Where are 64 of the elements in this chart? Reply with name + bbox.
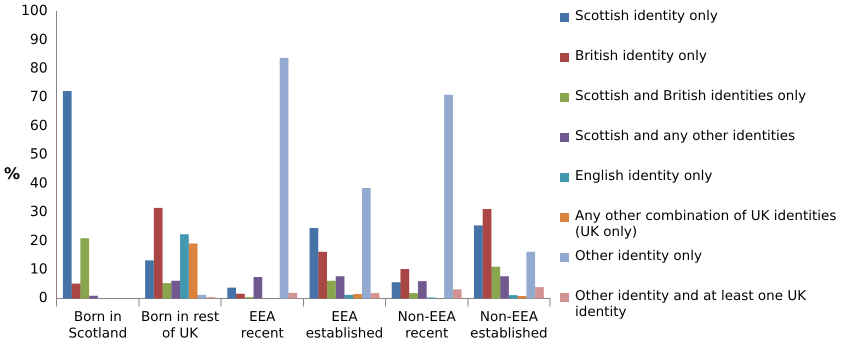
bar xyxy=(508,295,518,299)
bar xyxy=(336,276,344,299)
legend-label: Scottish and any other identities xyxy=(575,128,796,144)
bar xyxy=(72,284,80,299)
y-tick-label: 80 xyxy=(30,60,48,76)
bar xyxy=(254,277,262,299)
bar xyxy=(344,294,354,299)
bar xyxy=(162,283,172,299)
bar xyxy=(353,294,362,299)
bar xyxy=(518,296,526,299)
y-axis-title: % xyxy=(4,164,20,184)
y-tick-label: 20 xyxy=(30,232,48,249)
bar xyxy=(80,238,90,299)
bar xyxy=(444,94,453,299)
bar xyxy=(326,280,336,299)
legend-label: Other identity and at least one UK identity xyxy=(575,288,808,320)
bar xyxy=(452,289,462,299)
bar xyxy=(491,266,500,299)
legend-label: Any other combination of UK identities (UK only) xyxy=(575,208,838,240)
y-tick-label: 50 xyxy=(30,146,48,163)
y-tick-label: 10 xyxy=(30,262,48,278)
bar xyxy=(400,269,410,299)
bar xyxy=(171,280,180,299)
y-tick-label: 60 xyxy=(30,118,48,134)
legend-label: British identity only xyxy=(575,48,707,64)
bar xyxy=(236,294,245,299)
y-tick-label: 40 xyxy=(30,175,48,192)
x-tick-label: EEA established xyxy=(306,309,384,342)
y-tick-label: 0 xyxy=(38,290,48,306)
bar xyxy=(180,234,189,299)
bar xyxy=(188,243,198,299)
y-tick-label: 70 xyxy=(30,89,48,106)
bar xyxy=(370,293,380,299)
bar xyxy=(89,296,98,299)
bar xyxy=(362,188,371,299)
bar xyxy=(318,252,327,299)
bar xyxy=(227,288,236,299)
legend-label: Scottish identity only xyxy=(575,8,718,24)
x-tick-label: EEA recent xyxy=(240,309,284,342)
bar xyxy=(392,282,400,299)
x-tick-label: Born in rest of UK xyxy=(140,309,220,342)
x-tick-label: Born in Scotland xyxy=(68,309,128,342)
legend-label: Other identity only xyxy=(575,248,702,264)
bar xyxy=(145,260,154,299)
bar xyxy=(288,292,298,299)
y-tick-label: 30 xyxy=(30,204,48,220)
bar xyxy=(500,276,509,299)
bar xyxy=(409,293,418,299)
y-tick-label: 100 xyxy=(20,3,48,20)
bar xyxy=(154,208,163,299)
legend-label: Scottish and British identities only xyxy=(575,88,806,104)
bar xyxy=(198,294,206,299)
legend-label: English identity only xyxy=(575,168,712,184)
y-tick-label: 90 xyxy=(30,32,48,48)
bar xyxy=(310,228,318,299)
bar xyxy=(535,287,544,299)
x-tick-label: Non-EEA recent xyxy=(398,309,456,342)
bar xyxy=(526,252,536,299)
x-tick-label: Non-EEA established xyxy=(470,309,548,342)
bar xyxy=(280,58,288,299)
bar xyxy=(482,208,492,299)
bar xyxy=(418,281,427,299)
bar xyxy=(474,225,483,299)
bar xyxy=(62,90,72,299)
